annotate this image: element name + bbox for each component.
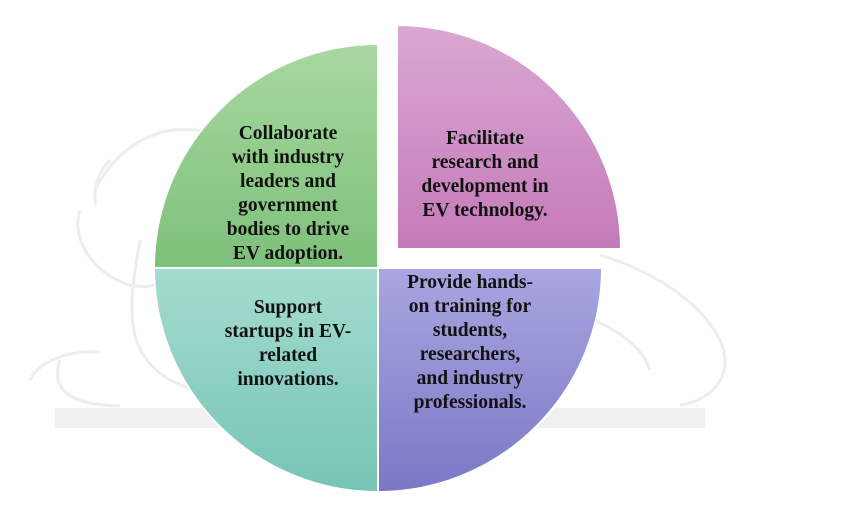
segment-top-left bbox=[152, 42, 379, 269]
segment-bottom-left-label: Support startups in EV- related innovati… bbox=[224, 297, 352, 390]
segment-top-right-label: Facilitate research and development in E… bbox=[421, 128, 549, 221]
segment-bottom-right-label: Provide hands- on training for students,… bbox=[407, 272, 533, 413]
segment-bottom-left bbox=[152, 267, 379, 494]
segment-bottom-right bbox=[377, 267, 604, 494]
segment-top-left-label: Collaborate with industry leaders and go… bbox=[226, 123, 350, 264]
segment-top-right bbox=[396, 23, 623, 250]
